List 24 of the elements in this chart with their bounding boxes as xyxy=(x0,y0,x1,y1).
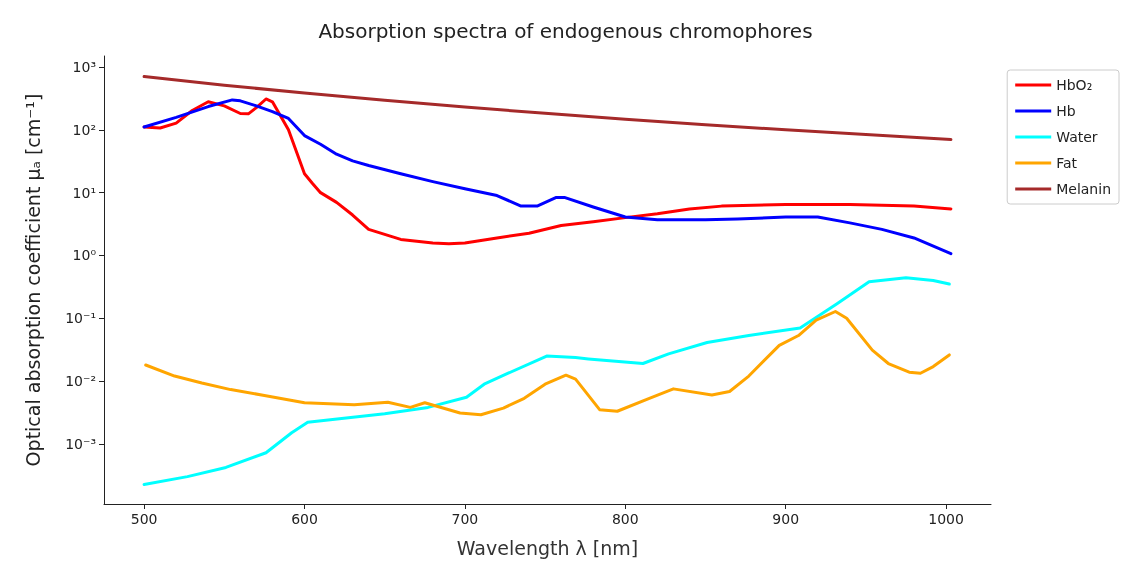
y-tick-label: 10⁻¹ xyxy=(65,310,96,327)
y-tick-label: 10⁻² xyxy=(65,373,96,390)
legend-label: Fat xyxy=(1056,155,1078,171)
x-tick-label: 700 xyxy=(451,511,479,527)
legend-label: HbO₂ xyxy=(1056,77,1093,93)
legend-label: Water xyxy=(1056,129,1098,145)
line-series xyxy=(142,75,953,142)
y-tick-label: 10⁻³ xyxy=(65,435,96,452)
x-tick-label: 900 xyxy=(772,511,800,527)
x-tick-label: 500 xyxy=(130,511,158,527)
x-axis-title: Wavelength λ [nm] xyxy=(456,536,639,559)
x-tick-label: 1000 xyxy=(928,511,964,527)
y-axis-title: Optical absorption coefficient μₐ [cm⁻¹] xyxy=(21,93,44,467)
line-series xyxy=(142,276,951,486)
legend-label: Melanin xyxy=(1056,181,1111,197)
x-tick-label: 600 xyxy=(291,511,318,527)
chart-title: Absorption spectra of endogenous chromophores xyxy=(318,19,813,43)
y-tick-label: 10³ xyxy=(72,59,96,76)
line-series xyxy=(144,309,951,417)
legend-label: Hb xyxy=(1056,103,1076,119)
x-tick-label: 800 xyxy=(611,511,639,527)
y-tick-label: 10¹ xyxy=(72,184,96,201)
y-tick-label: 10² xyxy=(72,121,96,138)
y-tick-label: 10⁰ xyxy=(72,247,97,264)
